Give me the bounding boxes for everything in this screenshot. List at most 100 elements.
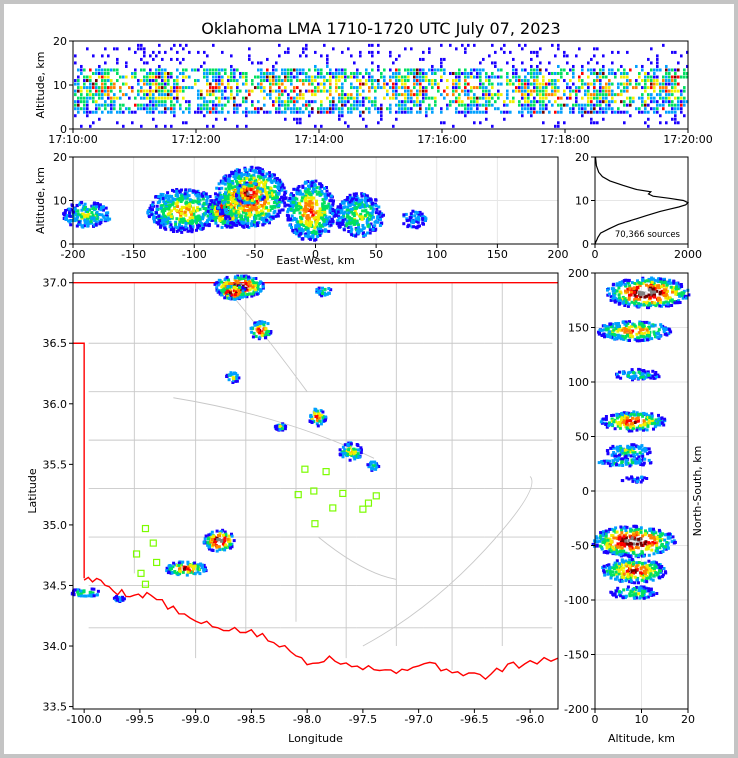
time-altitude-pixel <box>428 79 431 83</box>
time-altitude-pixel <box>347 110 350 114</box>
eastwest_altitude-density-pixel <box>220 225 224 229</box>
eastwest_altitude-density-pixel <box>211 202 215 206</box>
time-altitude-pixel <box>545 96 548 100</box>
eastwest_altitude-density-pixel <box>183 210 187 214</box>
plan-view-density-pixel <box>224 543 228 547</box>
time-altitude-pixel <box>593 103 596 107</box>
time-altitude-pixel <box>677 103 680 107</box>
eastwest_altitude-density-pixel <box>68 211 72 215</box>
time-altitude-pixel <box>416 75 419 79</box>
eastwest_altitude-density-pixel <box>311 191 315 195</box>
time-altitude-pixel <box>656 110 659 114</box>
time-altitude-pixel <box>185 100 188 104</box>
time-altitude-pixel <box>440 79 443 83</box>
time-altitude-pixel <box>74 103 77 107</box>
time-altitude-pixel <box>206 75 209 79</box>
eastwest_altitude-density-pixel <box>99 208 103 212</box>
time-altitude-pixel <box>647 72 650 75</box>
time-altitude-pixel <box>329 93 332 97</box>
time-altitude-pixel <box>104 93 107 97</box>
time-altitude-pixel <box>581 103 584 107</box>
eastwest_altitude-density-pixel <box>220 186 224 190</box>
time-altitude-pixel <box>407 72 410 75</box>
plan-view-density-pixel <box>240 274 243 278</box>
time-altitude-pixel <box>371 86 374 90</box>
time-altitude-pixel <box>671 68 674 72</box>
eastwest_altitude-density-pixel <box>350 227 354 231</box>
time-altitude-pixel <box>623 110 626 114</box>
time-altitude-pixel <box>392 61 395 65</box>
time-altitude-pixel <box>629 103 632 107</box>
time-altitude-pixel <box>206 110 209 114</box>
time-altitude-pixel <box>221 89 224 93</box>
time-altitude-pixel <box>377 107 380 111</box>
time-altitude-pixel <box>149 93 152 97</box>
eastwest_altitude-density-pixel <box>217 198 221 201</box>
time-altitude-pixel <box>539 103 542 107</box>
time-altitude-pixel <box>422 96 425 100</box>
time-altitude-pixel <box>92 54 95 58</box>
eastwest_altitude-density-pixel <box>222 210 226 214</box>
time-altitude-pixel <box>86 79 89 83</box>
eastwest_altitude-density-pixel <box>345 222 349 226</box>
eastwest_altitude-density-pixel <box>314 230 318 234</box>
eastwest_altitude-density-pixel <box>229 184 233 188</box>
time-altitude-pixel <box>125 82 128 86</box>
time-altitude-pixel <box>308 68 311 72</box>
plan-view-density-pixel <box>232 377 236 381</box>
time-altitude-pixel <box>278 93 281 97</box>
eastwest_altitude-density-pixel <box>176 205 180 209</box>
plan-view-density-pixel <box>313 411 317 414</box>
time-altitude-pixel <box>299 117 302 121</box>
plan-view-density-pixel <box>343 448 347 452</box>
time-altitude-pixel <box>626 82 629 86</box>
time-altitude-pixel <box>305 89 308 93</box>
time-altitude-pixel <box>161 93 164 97</box>
eastwest_altitude-density-pixel <box>278 209 282 213</box>
time-altitude-pixel <box>365 79 368 83</box>
eastwest_altitude-density-pixel <box>250 165 254 169</box>
eastwest_altitude-density-pixel <box>259 212 262 216</box>
time-altitude-pixel <box>197 50 200 54</box>
eastwest_altitude-density-pixel <box>349 230 353 234</box>
plan-view-density-pixel <box>218 279 222 282</box>
time-altitude-pixel <box>587 110 590 114</box>
eastwest_altitude-density-pixel <box>80 212 84 216</box>
time-altitude-pixel <box>101 75 104 79</box>
eastwest_altitude-density-pixel <box>286 210 290 214</box>
time-altitude-pixel <box>404 82 407 86</box>
eastwest_altitude-density-pixel <box>300 199 304 203</box>
time-altitude-pixel <box>275 100 278 104</box>
plan-view-density-pixel <box>356 456 360 459</box>
time-altitude-pixel <box>200 64 203 68</box>
plan-view-density-pixel <box>258 282 262 285</box>
time-altitude-pixel <box>656 64 659 68</box>
time-altitude-pixel <box>449 43 452 47</box>
time-altitude-pixel <box>350 72 353 75</box>
eastwest_altitude-density-pixel <box>325 206 329 210</box>
time-altitude-pixel <box>137 89 140 93</box>
eastwest_altitude-density-pixel <box>162 207 166 211</box>
time-altitude-pixel <box>350 93 353 97</box>
eastwest_altitude-density-pixel <box>226 212 230 216</box>
eastwest_altitude-density-pixel <box>250 181 254 185</box>
eastwest_altitude-density-pixel <box>290 226 293 229</box>
time-altitude-pixel <box>569 96 572 100</box>
time-altitude-pixel <box>497 68 500 72</box>
time-altitude-pixel <box>167 89 170 93</box>
eastwest_altitude-density-pixel <box>211 200 214 204</box>
time-altitude-pixel <box>86 89 89 93</box>
time-altitude-pixel <box>212 79 215 83</box>
time-altitude-pixel <box>296 117 299 121</box>
time-altitude-pixel <box>233 103 236 107</box>
eastwest_altitude-density-pixel <box>246 216 250 220</box>
eastwest_altitude-density-pixel <box>204 202 208 205</box>
eastwest_altitude-density-pixel <box>178 223 181 227</box>
eastwest_altitude-density-pixel <box>226 206 230 210</box>
eastwest_altitude-density-pixel <box>168 225 172 229</box>
time-altitude-pixel <box>149 103 152 107</box>
time-altitude-pixel <box>278 86 281 90</box>
eastwest_altitude-density-pixel <box>234 173 238 177</box>
time-altitude-pixel <box>80 89 83 93</box>
time-altitude-pixel <box>527 96 530 100</box>
